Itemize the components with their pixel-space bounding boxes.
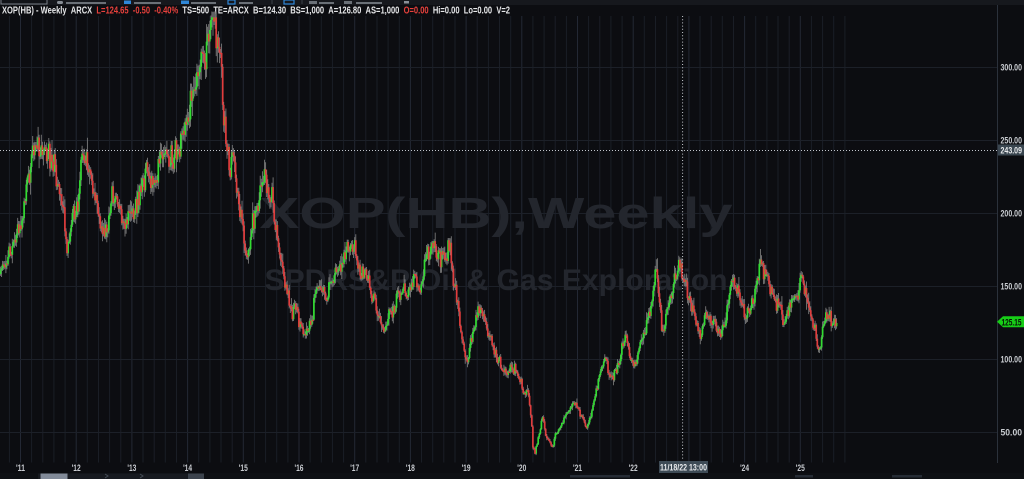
svg-text:'13: '13 (127, 463, 136, 474)
svg-text:'12: '12 (72, 463, 81, 474)
svg-text:XOP(HB) - Weekly ARCX L=124.: XOP(HB) - Weekly ARCX L=124.65 -0.50 -0.… (2, 6, 510, 17)
svg-text:11/18/22 13:00: 11/18/22 13:00 (660, 463, 707, 474)
svg-text:200.00: 200.00 (1001, 209, 1023, 220)
svg-text:'25: '25 (796, 463, 806, 474)
svg-text:XOP(HB),Weekly: XOP(HB),Weekly (260, 189, 734, 238)
svg-text:'11: '11 (16, 463, 26, 474)
svg-text:'17: '17 (350, 463, 359, 474)
svg-text:'18: '18 (406, 463, 415, 474)
svg-text:243.09: 243.09 (1001, 146, 1023, 157)
svg-text:250.00: 250.00 (1001, 136, 1023, 147)
svg-text:'14: '14 (183, 463, 193, 474)
svg-text:125.15: 125.15 (1002, 317, 1022, 328)
svg-text:150.00: 150.00 (1001, 282, 1023, 293)
svg-text:50.00: 50.00 (1001, 428, 1023, 439)
svg-text:'24: '24 (740, 463, 750, 474)
svg-text:100.00: 100.00 (1001, 355, 1023, 366)
svg-text:300.00: 300.00 (1001, 63, 1023, 74)
svg-text:'19: '19 (462, 463, 471, 474)
svg-text:'20: '20 (517, 463, 526, 474)
svg-text:'22: '22 (629, 463, 638, 474)
svg-text:'15: '15 (239, 463, 249, 474)
svg-text:'16: '16 (295, 463, 304, 474)
svg-text:'21: '21 (573, 463, 583, 474)
